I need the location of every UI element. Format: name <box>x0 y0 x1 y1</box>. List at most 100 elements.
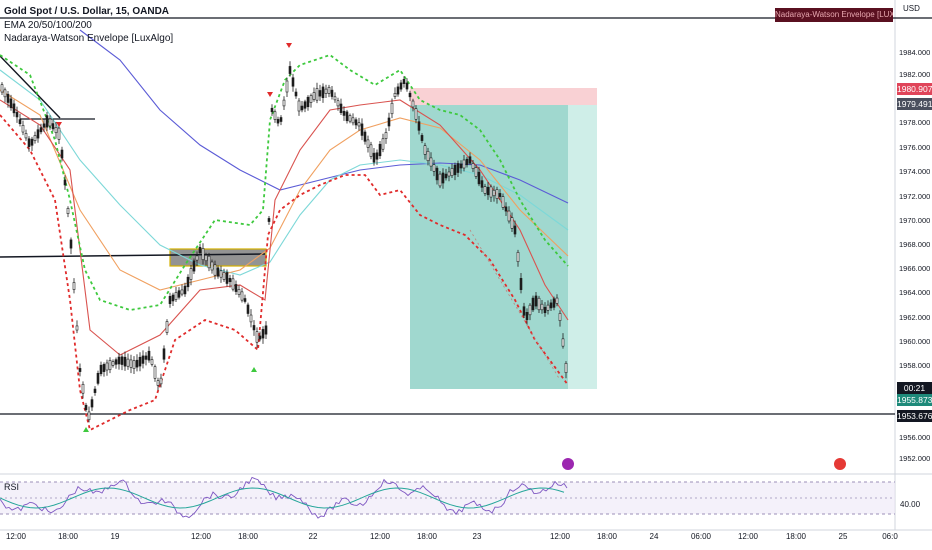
candle-body <box>342 110 346 116</box>
y-tick: 1982.000 <box>899 70 931 79</box>
rsi-pane-label[interactable]: RSI <box>4 482 20 492</box>
sell-signal-arrow <box>267 92 273 97</box>
candle-body <box>51 123 55 130</box>
x-tick: 18:00 <box>596 532 618 541</box>
candle-body <box>441 172 445 184</box>
candle-body <box>81 383 85 394</box>
candle-body <box>357 122 361 127</box>
ema-20-line <box>0 99 569 356</box>
take-profit-zone <box>410 105 568 389</box>
candle-body <box>477 171 481 185</box>
x-tick: 18:00 <box>57 532 79 541</box>
candle-body <box>330 89 334 97</box>
candle-body <box>420 135 424 141</box>
candle-body <box>186 276 190 288</box>
candle-body <box>150 359 154 365</box>
candle-body <box>231 278 235 290</box>
candle-body <box>39 127 43 133</box>
candle-body <box>396 86 400 95</box>
candle-body <box>510 217 514 229</box>
rsi-ma-line <box>0 487 565 509</box>
candle-body <box>153 366 157 379</box>
candle-body <box>27 138 31 147</box>
candle-body <box>24 133 28 139</box>
support-line-price-tag: 1953.676 <box>897 410 932 422</box>
candle-body <box>519 278 523 290</box>
ema-price-tag: 1979.491 <box>897 98 932 110</box>
rsi-line <box>0 476 568 519</box>
candle-body <box>300 105 304 111</box>
candle-body <box>480 180 484 188</box>
candle-body <box>462 159 466 169</box>
candle-body <box>243 298 247 302</box>
candle-body <box>252 325 256 331</box>
candle-body <box>267 218 271 222</box>
x-tick: 12:00 <box>737 532 759 541</box>
candle-body <box>93 388 97 393</box>
candle-body <box>564 363 568 373</box>
candle-body <box>525 312 529 320</box>
candle-body <box>192 260 196 272</box>
candle-body <box>327 86 331 94</box>
x-tick: 06:00 <box>690 532 712 541</box>
candle-body <box>318 90 322 97</box>
candle-body <box>132 360 136 369</box>
candle-body <box>96 372 100 384</box>
candle-body <box>348 115 352 122</box>
candle-body <box>63 179 67 186</box>
candle-body <box>42 123 46 128</box>
candle-body <box>129 359 133 368</box>
symbol-title[interactable]: Gold Spot / U.S. Dollar, 15, OANDA <box>4 6 170 17</box>
candle-body <box>207 255 211 269</box>
upper-band-price-tag: 1980.907 <box>897 83 932 95</box>
y-tick: 1970.000 <box>899 216 931 225</box>
candle-body <box>147 350 151 361</box>
projection-line <box>469 229 561 381</box>
candle-body <box>306 96 310 108</box>
candle-body <box>531 297 535 311</box>
candle-body <box>168 296 172 304</box>
candle-body <box>354 119 358 126</box>
take-profit-extension <box>568 105 597 389</box>
candle-body <box>273 111 277 120</box>
candle-body <box>144 355 148 360</box>
x-tick: 18:00 <box>416 532 438 541</box>
us-flag-icon[interactable] <box>834 458 846 470</box>
candle-body <box>18 119 22 125</box>
candle-body <box>9 98 13 109</box>
candle-body <box>468 156 472 164</box>
candle-body <box>276 119 280 124</box>
candle-body <box>444 173 448 179</box>
candle-body <box>393 93 397 97</box>
indicator-nwe-label[interactable]: Nadaraya-Watson Envelope [LuxAlgo] <box>4 33 174 44</box>
candle-body <box>432 164 436 172</box>
candle-body <box>405 82 409 90</box>
y-tick: 1962.000 <box>899 313 931 322</box>
candle-body <box>111 361 115 366</box>
candle-body <box>0 84 4 93</box>
candle-body <box>402 79 406 84</box>
bar-countdown-tag: 00:21 <box>897 382 932 394</box>
candle-body <box>57 127 61 140</box>
candle-body <box>435 167 439 181</box>
candle-body <box>516 252 520 262</box>
x-tick: 12:00 <box>549 532 571 541</box>
candle-body <box>450 168 454 176</box>
candle-body <box>360 123 364 136</box>
candle-body <box>438 173 442 187</box>
candle-body <box>294 91 298 97</box>
candle-body <box>363 131 367 142</box>
candle-body <box>120 356 124 365</box>
indicator-ema-label[interactable]: EMA 20/50/100/200 <box>4 20 92 31</box>
event-flash-icon[interactable] <box>562 458 574 470</box>
candle-body <box>189 268 193 280</box>
candle-body <box>180 289 184 295</box>
candle-body <box>285 80 289 93</box>
y-tick: 1952.000 <box>899 454 931 463</box>
x-tick: 23 <box>472 532 482 541</box>
candle-body <box>528 304 532 316</box>
candle-body <box>210 261 214 271</box>
candle-body <box>498 193 502 197</box>
candle-body <box>75 325 79 331</box>
